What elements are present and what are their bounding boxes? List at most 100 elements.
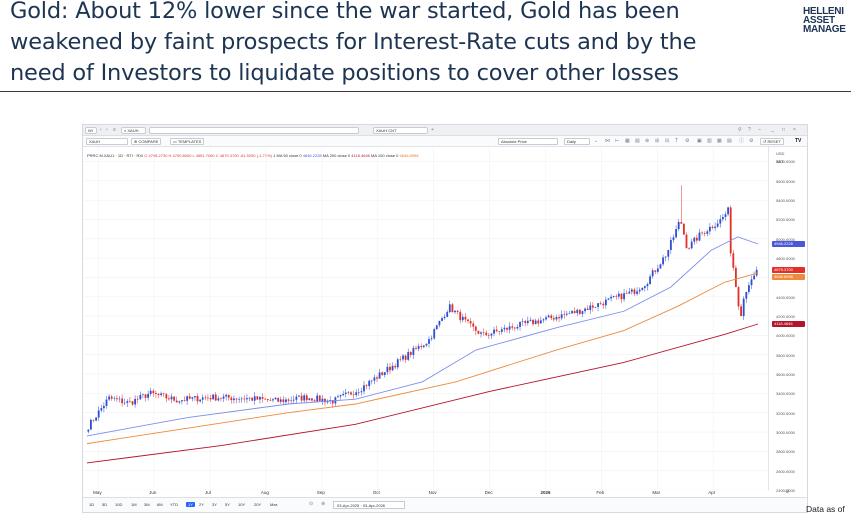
slide-title: Gold: About 12% lower since the war star… (10, 0, 770, 89)
candle-body (100, 408, 103, 411)
candle-body (290, 400, 293, 402)
y-tick-label: 5400.0000 (776, 198, 795, 204)
add-tab-icon[interactable]: + (431, 127, 434, 133)
minimize-window-icon[interactable]: _ (771, 127, 774, 133)
candle-body (181, 400, 183, 402)
x-tick-label: 2026 (540, 490, 551, 495)
close-icon[interactable]: × (793, 127, 796, 133)
calendar-icon[interactable]: ⊙ (309, 501, 314, 507)
back-icon[interactable]: ‹ (100, 127, 102, 133)
indicator-icon[interactable]: ⊕ (645, 138, 650, 144)
measure-icon[interactable]: ⊟ (665, 138, 670, 144)
period-button-max[interactable]: Max (270, 502, 278, 507)
candle-body (118, 398, 121, 400)
candle-body (516, 326, 519, 329)
draw-tool-icon[interactable]: ⋈ (605, 138, 610, 144)
candle-body (269, 400, 272, 401)
maximize-icon[interactable]: □ (782, 127, 786, 133)
candle-body (628, 291, 631, 294)
candle-body (162, 393, 165, 395)
ma100-label: MA 100 close 0 (371, 153, 399, 158)
candle-body (370, 380, 373, 382)
line-tool-icon[interactable]: ⊢ (615, 138, 620, 144)
candle-body (641, 287, 644, 290)
grid-icon[interactable]: ⊞ (655, 138, 660, 144)
candle-body (664, 256, 667, 258)
y-tick-label: 5000.0000 (776, 236, 795, 242)
candle-body (672, 237, 675, 240)
reset-button[interactable]: ↺ RESET (760, 138, 784, 145)
price-chart[interactable] (83, 147, 768, 490)
candle-body (547, 315, 550, 318)
period-button-5y[interactable]: 5Y (225, 502, 230, 507)
gear-icon[interactable]: ⚙ (749, 138, 754, 144)
candle-body (493, 329, 495, 334)
bar-type-icon[interactable]: ▦ (625, 138, 630, 144)
text-tool-icon[interactable]: T (675, 138, 679, 144)
candle-body (311, 398, 313, 401)
candle-body (649, 276, 651, 285)
period-button-20y[interactable]: 20Y (254, 502, 262, 507)
candle-body (144, 394, 147, 398)
candle-body (721, 217, 724, 220)
period-button-1y[interactable]: 1Y (186, 502, 195, 507)
chart-tab-left[interactable] (149, 127, 359, 134)
candle-body (222, 396, 225, 399)
period-button-1m[interactable]: 1M (131, 502, 137, 507)
date-range-picker[interactable]: 03-Apr-2025 · 03-Apr-2026 (333, 501, 405, 509)
period-button-ytd[interactable]: YTD (170, 502, 178, 507)
candle-body (597, 303, 599, 307)
panel-icon[interactable]: ▥ (707, 138, 712, 144)
candle-body (376, 377, 378, 379)
templates-icon: ▭ (173, 139, 178, 144)
zoom-icon[interactable]: ⊕ (321, 501, 326, 507)
period-button-3m[interactable]: 3M (144, 502, 150, 507)
link-icon[interactable]: ⚲ (738, 127, 742, 133)
price-tag: 4946.2228 (772, 240, 805, 247)
symbol-input[interactable]: XAUH (86, 138, 128, 145)
info-icon[interactable]: ⓘ (739, 138, 745, 144)
candle-body (233, 398, 235, 401)
compare-button[interactable]: ⊕ COMPARE (131, 138, 162, 145)
candle-body (170, 396, 173, 400)
forward-icon[interactable]: › (106, 127, 108, 133)
symbol-box[interactable]: ⌕ XAUH (121, 127, 146, 134)
candle-body (472, 323, 475, 327)
table-icon[interactable]: ▦ (717, 138, 722, 144)
candle-body (503, 327, 506, 330)
period-button-10y[interactable]: 10Y (238, 502, 246, 507)
period-button-1d[interactable]: 1D (89, 502, 95, 507)
chevron-down-icon[interactable]: ⌄ (594, 138, 599, 144)
menu-icon[interactable]: ≡ (113, 127, 116, 133)
y-tick-label: 2800.0000 (776, 449, 795, 455)
layout-icon[interactable]: ▣ (697, 138, 702, 144)
templates-button[interactable]: ▭ TEMPLATES (170, 138, 205, 145)
period-button-10d[interactable]: 10D (115, 502, 123, 507)
price-axis[interactable]: USD SET 5800.0000 5600.0000 5400.0000 5200.… (768, 147, 807, 493)
candle-body (425, 343, 428, 346)
candle-body (701, 232, 703, 234)
period-button-2y[interactable]: 2Y (199, 502, 204, 507)
menu-tab[interactable]: Wi (85, 127, 97, 134)
interval-select[interactable]: Daily (564, 138, 590, 145)
candle-body (630, 289, 633, 292)
chart-tab-ticker[interactable]: XAUH CNT (373, 127, 428, 134)
period-button-3y[interactable]: 3Y (212, 502, 217, 507)
candle-type-icon[interactable]: ▤ (635, 138, 640, 144)
settings-icon[interactable]: ⚙ (685, 138, 690, 144)
candle-body (227, 394, 230, 398)
candle-body (194, 396, 196, 398)
period-button-5d[interactable]: 5D (102, 502, 108, 507)
period-button-6m[interactable]: 6M (157, 502, 163, 507)
candle-body (680, 222, 683, 224)
price-mode-select[interactable]: Absolute Price (498, 138, 558, 145)
candle-body (220, 398, 222, 399)
minimize-icon[interactable]: – (758, 127, 761, 133)
export-icon[interactable]: ▤ (727, 138, 732, 144)
candle-body (612, 295, 615, 297)
reset-label: RESET (767, 139, 781, 144)
candle-body (545, 317, 547, 320)
time-axis[interactable]: May Jun Jul Aug Sep Oct Nov Dec 2026 Feb Mar Apr (83, 489, 768, 497)
axis-settings-icon[interactable]: ⚙ (785, 489, 790, 495)
help-icon[interactable]: ? (748, 127, 751, 133)
